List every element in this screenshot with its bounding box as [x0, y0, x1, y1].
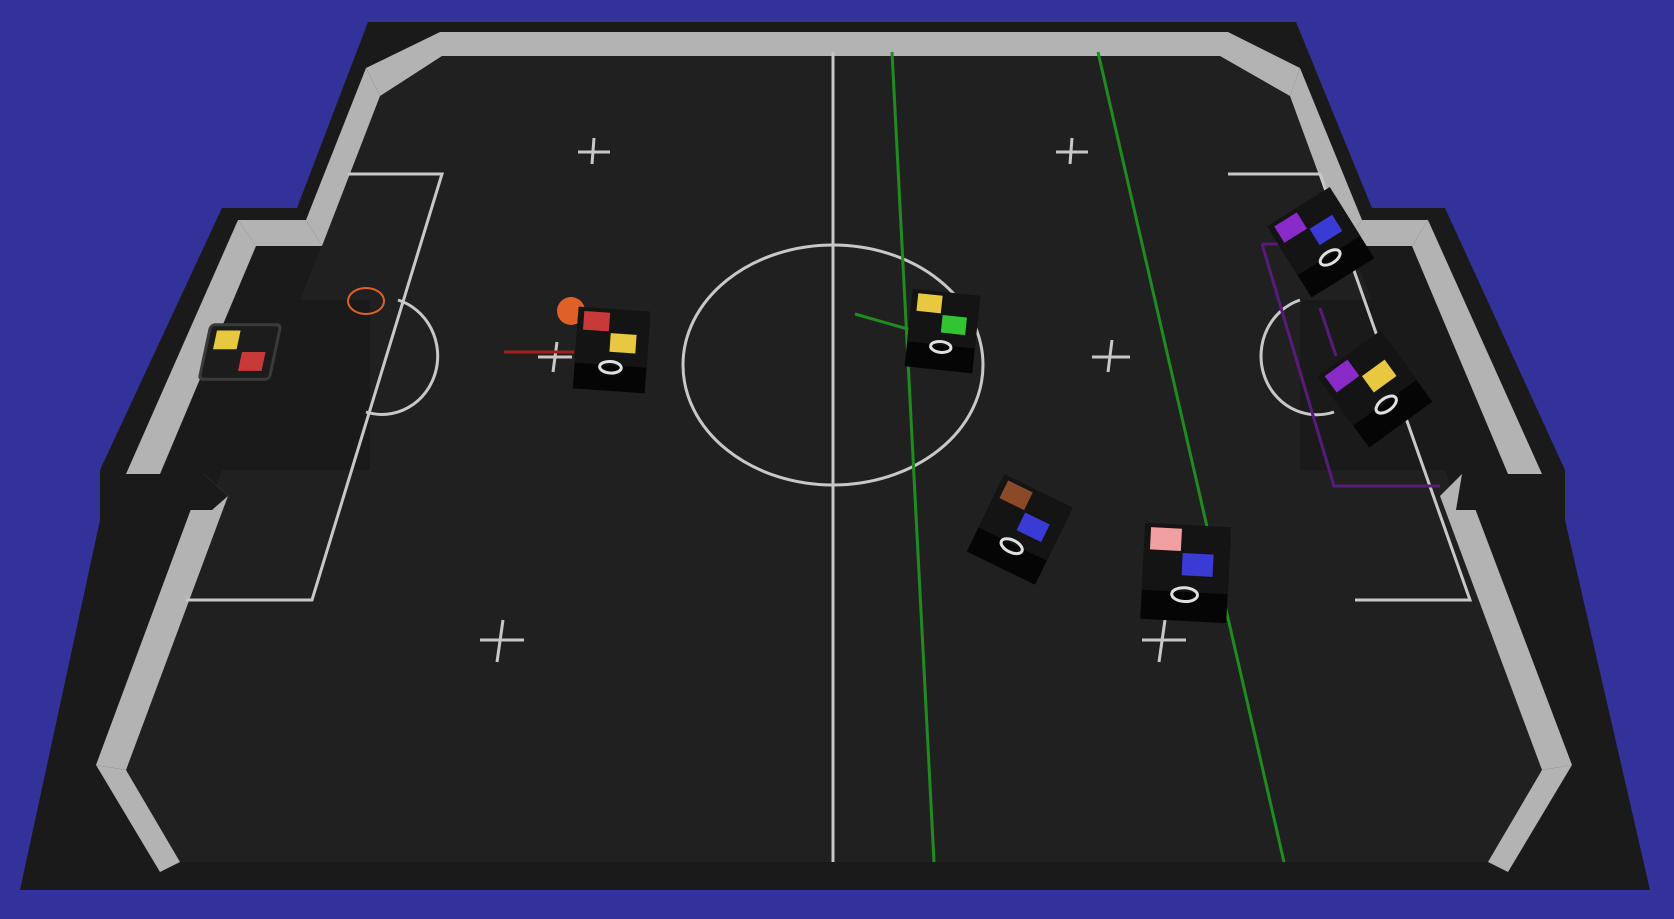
robot-purple-yellow[interactable] [1317, 330, 1433, 448]
robot-pink-blue-marker-1 [1149, 527, 1183, 551]
robot-purple-blue[interactable] [1267, 187, 1375, 298]
robot-purple-yellow-wheel-icon [1374, 394, 1398, 415]
robot-red-yellow-wheel-icon [598, 359, 623, 375]
purple-direction-line [1318, 307, 1338, 357]
robot-purple-yellow-marker-1 [1324, 359, 1360, 393]
robot-purple-blue-marker-1 [1274, 212, 1307, 243]
robot-brown-blue-marker-2 [1016, 512, 1050, 543]
robot-left-keeper-marker-1 [213, 330, 241, 350]
robot-red-yellow-marker-2 [609, 333, 637, 354]
purple-zone-outline [1260, 243, 1440, 488]
right-penalty-arc [1259, 298, 1335, 417]
robot-purple-blue-marker-2 [1309, 214, 1343, 246]
left-penalty-arc [365, 298, 440, 416]
robot-pink-blue-marker-2 [1181, 552, 1214, 577]
robot-left-keeper-marker-2 [237, 352, 266, 371]
robot-yellow-green-marker-2 [940, 314, 967, 336]
robot-yellow-green-wheel-icon [929, 339, 953, 354]
robots-layer [198, 187, 1433, 624]
green-path-line-2 [1096, 51, 1286, 863]
robot-brown-blue-marker-1 [999, 480, 1033, 511]
robot-red-yellow[interactable] [572, 306, 651, 394]
robot-purple-yellow-marker-2 [1361, 359, 1397, 393]
mark-crosses [480, 137, 1186, 663]
green-direction-line [854, 312, 919, 334]
green-path-line-1 [890, 51, 936, 863]
left-penalty-area [186, 172, 445, 602]
robot-yellow-green[interactable] [904, 288, 981, 374]
ball-target-marker [347, 287, 385, 315]
robot-brown-blue[interactable] [966, 474, 1073, 585]
robot-pink-blue[interactable] [1140, 522, 1232, 624]
robot-left-keeper[interactable] [198, 323, 282, 381]
robot-pink-blue-wheel-icon [1170, 586, 1199, 604]
planning-overlays [347, 51, 1440, 863]
robot-brown-blue-wheel-icon [999, 537, 1024, 556]
perimeter-walls [96, 32, 1572, 872]
robot-red-yellow-marker-1 [583, 310, 611, 332]
center-circle [681, 243, 985, 487]
robot-yellow-green-marker-1 [916, 293, 943, 314]
robot-purple-blue-wheel-icon [1318, 248, 1342, 267]
field-markings [186, 52, 1473, 862]
